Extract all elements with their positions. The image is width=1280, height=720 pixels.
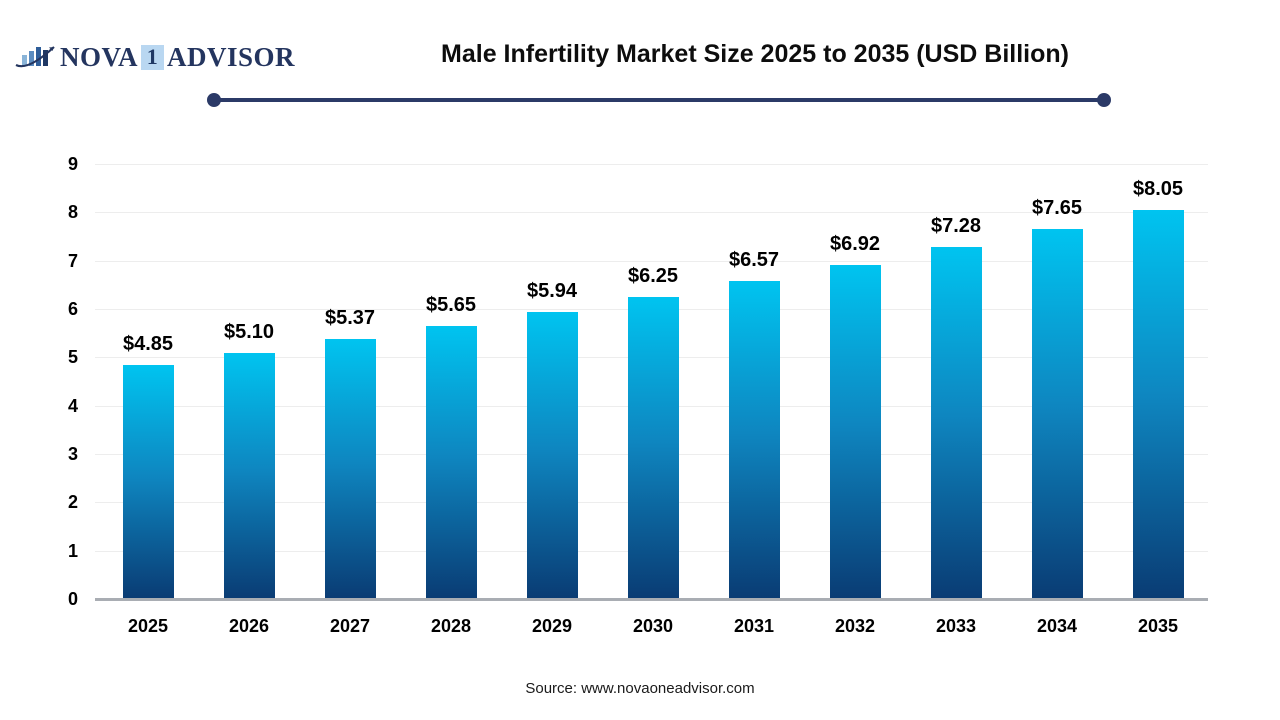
y-axis-label: 6 bbox=[67, 299, 78, 319]
y-axis-label: 7 bbox=[67, 251, 78, 271]
x-axis-line bbox=[95, 598, 1208, 601]
bar-value-label: $7.65 bbox=[1031, 197, 1083, 219]
bar bbox=[122, 365, 174, 598]
x-axis-label: 2026 bbox=[228, 616, 270, 636]
logo: NOVA 1 ADVISOR bbox=[14, 38, 295, 76]
bar-value-label: $6.92 bbox=[829, 233, 881, 255]
bar bbox=[425, 326, 477, 598]
bar-value-label: $5.10 bbox=[223, 321, 275, 343]
title-underline bbox=[207, 93, 1111, 107]
x-axis-label: 2031 bbox=[733, 616, 775, 636]
bar-value-label: $6.57 bbox=[728, 249, 780, 271]
x-axis-label: 2028 bbox=[430, 616, 472, 636]
bar bbox=[930, 247, 982, 598]
x-axis-label: 2025 bbox=[127, 616, 169, 636]
gridline bbox=[95, 164, 1208, 165]
bar bbox=[223, 353, 275, 598]
bar-value-label: $6.25 bbox=[627, 265, 679, 287]
logo-text-nova: NOVA bbox=[60, 41, 139, 72]
bar bbox=[728, 281, 780, 598]
logo-badge-one: 1 bbox=[141, 44, 165, 70]
y-axis-label: 8 bbox=[67, 202, 78, 222]
bar bbox=[324, 339, 376, 598]
bar bbox=[1132, 210, 1184, 598]
bar-value-label: $7.28 bbox=[930, 215, 982, 237]
y-axis-label: 4 bbox=[67, 396, 78, 416]
bar-value-label: $5.94 bbox=[526, 280, 578, 302]
y-axis-label: 1 bbox=[67, 541, 78, 561]
x-axis-label: 2033 bbox=[935, 616, 977, 636]
x-axis-label: 2027 bbox=[329, 616, 371, 636]
y-axis-label: 9 bbox=[67, 154, 78, 174]
bar-chart-logo-icon bbox=[15, 46, 55, 68]
source-text: Source: www.novaoneadvisor.com bbox=[525, 680, 755, 697]
bar-value-label: $5.65 bbox=[425, 294, 477, 316]
bar bbox=[829, 265, 881, 598]
x-axis-label: 2035 bbox=[1137, 616, 1179, 636]
x-axis-label: 2032 bbox=[834, 616, 876, 636]
x-axis-label: 2034 bbox=[1036, 616, 1078, 636]
gridline bbox=[95, 212, 1208, 213]
bar bbox=[627, 297, 679, 598]
y-axis-label: 2 bbox=[67, 492, 78, 512]
bar-value-label: $8.05 bbox=[1132, 178, 1184, 200]
chart-title: Male Infertility Market Size 2025 to 203… bbox=[441, 40, 1069, 68]
bar-value-label: $4.85 bbox=[122, 333, 174, 355]
logo-text-advisor: ADVISOR bbox=[167, 41, 296, 72]
x-axis-label: 2029 bbox=[531, 616, 573, 636]
bar-value-label: $5.37 bbox=[324, 307, 376, 329]
gridline bbox=[95, 261, 1208, 262]
y-axis-label: 3 bbox=[67, 444, 78, 464]
y-axis-label: 0 bbox=[67, 589, 78, 609]
bar bbox=[526, 312, 578, 598]
underline-left-dot bbox=[207, 93, 221, 107]
y-axis-label: 5 bbox=[67, 347, 78, 367]
bar bbox=[1031, 229, 1083, 598]
x-axis-label: 2030 bbox=[632, 616, 674, 636]
underline-right-dot bbox=[1097, 93, 1111, 107]
